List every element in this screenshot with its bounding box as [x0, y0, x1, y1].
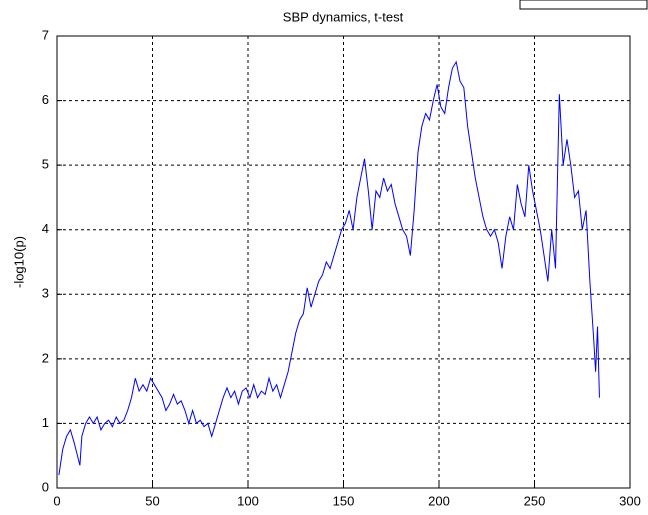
- x-tick-label: 0: [53, 493, 60, 508]
- x-tick-label: 50: [145, 493, 159, 508]
- y-tick-label: 6: [42, 92, 49, 107]
- y-tick-label: 5: [42, 157, 49, 172]
- axes-frame: [56, 35, 631, 489]
- x-tick-label: 200: [428, 493, 450, 508]
- chart-title: SBP dynamics, t-test: [283, 9, 404, 24]
- x-tick-label: 150: [333, 493, 355, 508]
- y-tick-label: 0: [42, 479, 49, 494]
- y-tick-label: 1: [42, 415, 49, 430]
- y-tick-label: 7: [42, 27, 49, 42]
- data-line: [58, 60, 600, 476]
- x-tick-label: 250: [524, 493, 546, 508]
- plot-area: [57, 36, 630, 488]
- legend-box: [519, 0, 648, 10]
- y-axis-label: -log10(p): [11, 236, 26, 288]
- x-tick-label: 300: [619, 493, 641, 508]
- x-tick-label: 100: [237, 493, 259, 508]
- y-tick-label: 3: [42, 286, 49, 301]
- y-tick-label: 2: [42, 350, 49, 365]
- y-tick-label: 4: [42, 221, 49, 236]
